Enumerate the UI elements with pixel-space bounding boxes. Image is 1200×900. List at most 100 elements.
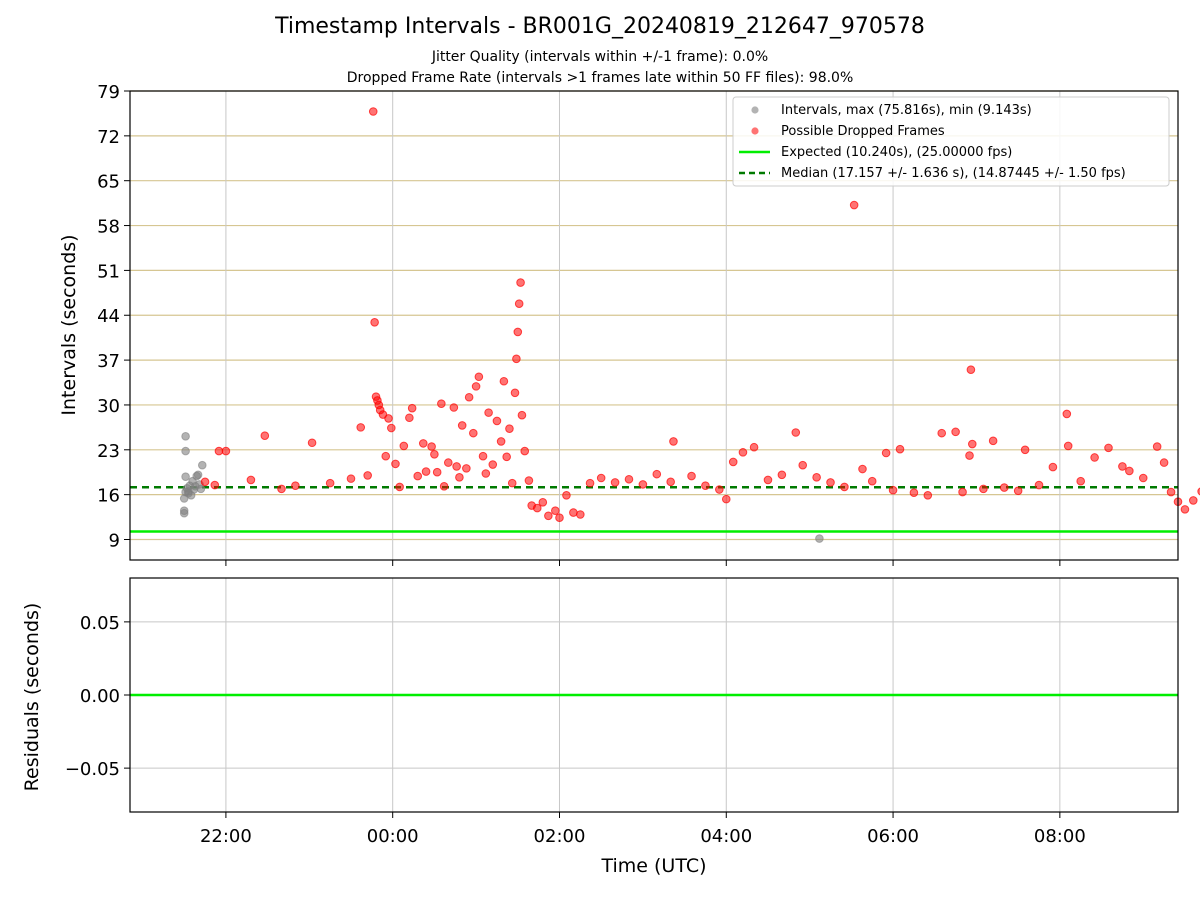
dropped-frame-point [356, 423, 366, 432]
dropped-frame-point [391, 459, 400, 469]
top-ylabel: Intervals (seconds) [58, 234, 80, 415]
dropped-frame-point [510, 388, 520, 398]
dropped-frame-point [421, 467, 431, 476]
dropped-frame-point [524, 476, 534, 485]
legend-label-dropped: Possible Dropped Frames [781, 124, 945, 139]
dropped-frame-point [867, 476, 877, 486]
dropped-frame-point [513, 327, 523, 337]
bottom-xtick-label: 22:00 [200, 826, 252, 847]
dropped-frame-point [517, 410, 527, 420]
dropped-frame-point [624, 474, 634, 484]
top-ytick-label: 9 [109, 530, 120, 551]
dropped-frame-point [1048, 462, 1058, 472]
top-ytick-label: 58 [97, 217, 120, 238]
dropped-frame-point [881, 448, 891, 458]
legend: Intervals, max (75.816s), min (9.143s) P… [732, 96, 1170, 187]
dropped-frame-point [520, 446, 530, 456]
dropped-frame-point [701, 481, 710, 490]
dropped-frame-point [471, 382, 481, 391]
dropped-frame-point [721, 494, 731, 504]
dropped-frame-point [291, 481, 300, 490]
dropped-frame-point [538, 498, 548, 507]
bottom-xlabel: Time (UTC) [600, 855, 706, 877]
interval-point [197, 460, 207, 470]
dropped-frame-point [923, 490, 933, 500]
dropped-frame-point [457, 421, 467, 430]
dropped-frame-point [569, 508, 578, 517]
dropped-frame-point [951, 427, 960, 437]
legend-box [732, 96, 1170, 187]
dropped-frame-point [464, 392, 474, 402]
dropped-frame-point [596, 473, 606, 483]
top-ytick-label: 65 [97, 172, 120, 193]
dropped-frame-point [443, 458, 453, 467]
top-ytick-label: 51 [97, 261, 120, 282]
dropped-frame-point [1034, 480, 1044, 490]
top-yticks: 9 16 23 30 37 44 51 58 65 72 79 [97, 82, 130, 551]
bottom-xtick-label: 06:00 [867, 826, 919, 847]
dropped-frame-point [505, 424, 514, 433]
dropped-frame-point [966, 365, 976, 375]
dropped-frame-point [551, 506, 560, 515]
dropped-frame-point [407, 403, 417, 413]
dropped-frame-point [384, 414, 393, 423]
bottom-ytick-label: 0.00 [80, 686, 120, 707]
dropped-frame-point [1166, 487, 1176, 497]
dropped-frame-point [437, 399, 446, 408]
dropped-frame-point [585, 478, 595, 488]
dropped-frame-point [909, 488, 919, 498]
dropped-frame-point [405, 413, 414, 423]
interval-point [181, 446, 190, 456]
dropped-frame-point [469, 428, 478, 438]
dropped-frame-point [484, 408, 493, 417]
dropped-frame-point [221, 446, 231, 456]
dropped-frame-point [516, 278, 525, 287]
dropped-frame-point [1013, 486, 1023, 496]
dropped-frame-point [481, 469, 491, 478]
interval-point [815, 534, 824, 543]
top-xticks [225, 560, 1061, 566]
top-ytick-label: 44 [97, 306, 120, 327]
dropped-frame-point [478, 451, 488, 461]
dropped-frame-point [937, 428, 947, 438]
top-ytick-label: 72 [97, 127, 120, 148]
top-ytick-label: 30 [97, 396, 120, 417]
dropped-frame-point [544, 511, 553, 521]
dropped-frame-point [346, 474, 356, 483]
dropped-frame-point [413, 471, 423, 481]
dropped-frame-point [1180, 505, 1190, 514]
dropped-frame-point [474, 372, 484, 382]
dropped-frame-point [958, 487, 967, 497]
dropped-frame-point [849, 200, 859, 210]
bottom-axes: 0.05 0.00 −0.05 22:00 00:00 02:00 04:00 06:00 0… [21, 577, 1179, 877]
dropped-frame-point [999, 483, 1009, 492]
dropped-frame-point [418, 439, 428, 448]
dropped-frame-point [370, 317, 379, 327]
top-ytick-label: 79 [97, 82, 120, 103]
dropped-frame-point [1104, 443, 1113, 453]
dropped-frame-point [1020, 445, 1030, 455]
figure-subtitle-jitter: Jitter Quality (intervals within +/-1 fr… [431, 49, 769, 65]
dropped-frame-point [826, 478, 835, 487]
bottom-xtick-label: 02:00 [534, 826, 586, 847]
bottom-ytick-label: 0.05 [80, 613, 120, 634]
interval-point [193, 470, 203, 480]
top-ytick-label: 23 [97, 441, 120, 462]
dropped-frame-point [432, 467, 442, 477]
dropped-frame-point [965, 451, 974, 460]
dropped-frame-point [381, 451, 391, 461]
dropped-frame-point [1118, 462, 1127, 471]
dropped-frame-point [812, 473, 821, 482]
bottom-xtick-label: 08:00 [1034, 826, 1086, 847]
dropped-frame-point [1188, 496, 1198, 505]
dropped-frame-point [895, 444, 905, 454]
dropped-frame-point [1062, 409, 1072, 419]
dropped-frame-point [449, 403, 459, 412]
dropped-frame-point [749, 442, 759, 452]
dropped-frame-point [1138, 473, 1148, 483]
dropped-frame-point [858, 464, 867, 474]
dropped-frame-point [1090, 453, 1099, 462]
dropped-frame-point [399, 441, 409, 451]
dropped-frame-point [666, 477, 675, 487]
